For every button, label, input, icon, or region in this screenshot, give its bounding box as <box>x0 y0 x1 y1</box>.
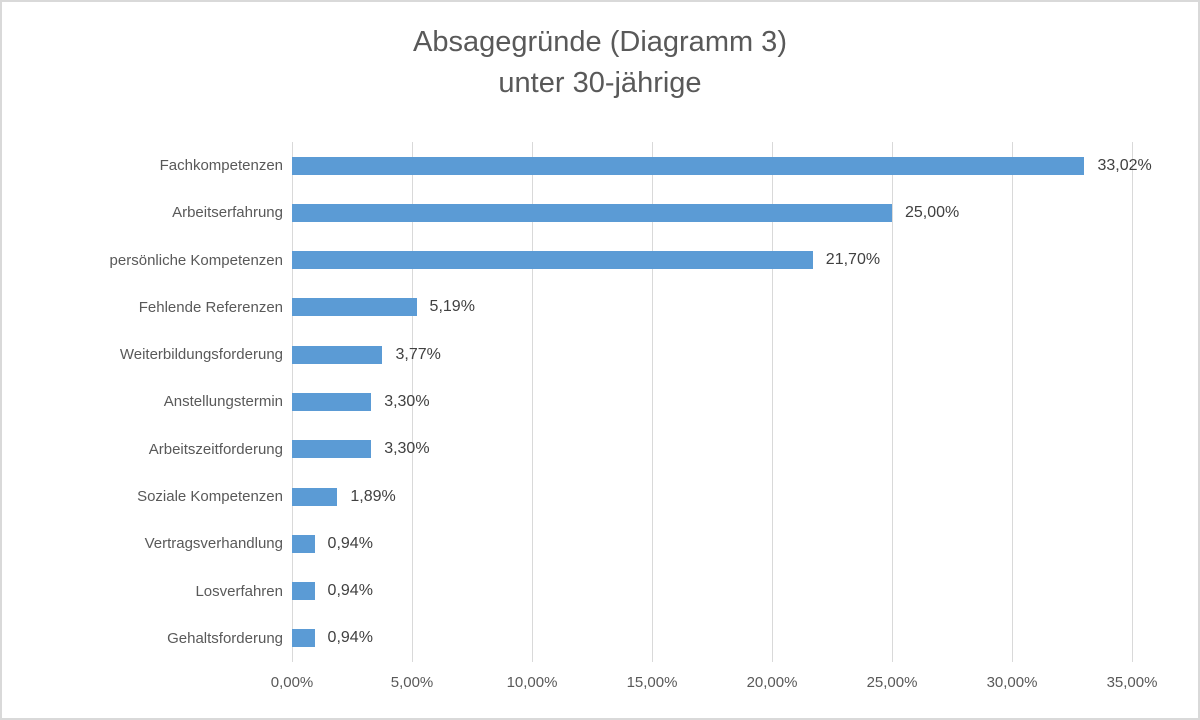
bar <box>292 534 315 553</box>
gridline <box>532 142 533 662</box>
category-label: Weiterbildungsforderung <box>119 346 283 364</box>
gridline <box>772 142 773 662</box>
bar-row: 0,94% <box>292 520 1167 567</box>
value-label: 1,89% <box>350 487 396 505</box>
gridline <box>652 142 653 662</box>
bar <box>292 345 383 364</box>
category-label: Arbeitserfahrung <box>172 204 283 222</box>
bar-row: 21,70% <box>292 237 1167 284</box>
x-tick-label: 20,00% <box>746 674 798 691</box>
bar-row: 33,02% <box>292 142 1167 189</box>
gridline <box>412 142 413 662</box>
category-label: Losverfahren <box>195 582 283 600</box>
value-label: 5,19% <box>429 298 475 316</box>
x-tick-label: 30,00% <box>986 674 1038 691</box>
value-label: 3,77% <box>395 345 441 363</box>
value-label: 0,94% <box>327 629 373 647</box>
bar-row: 3,77% <box>292 331 1167 378</box>
x-tick-label: 25,00% <box>866 674 918 691</box>
category-label: Gehaltsforderung <box>167 629 283 647</box>
gridline <box>892 142 893 662</box>
gridline <box>1132 142 1133 662</box>
bar <box>292 392 372 411</box>
value-label: 3,30% <box>384 440 430 458</box>
chart-body: Fachkompetenzen Arbeitserfahrung persönlic… <box>2 142 1167 662</box>
category-axis: Fachkompetenzen Arbeitserfahrung persönlic… <box>2 142 292 662</box>
bar <box>292 440 372 459</box>
x-tick-label: 5,00% <box>390 674 434 691</box>
category-label: persönliche Kompetenzen <box>109 251 283 269</box>
value-label: 25,00% <box>905 203 960 221</box>
bar-row: 3,30% <box>292 378 1167 425</box>
bar-row: 1,89% <box>292 473 1167 520</box>
category-label: Arbeitszeitforderung <box>148 440 283 458</box>
value-label: 0,94% <box>327 534 373 552</box>
category-label: Anstellungstermin <box>163 393 283 411</box>
value-label: 0,94% <box>327 582 373 600</box>
gridline <box>1012 142 1013 662</box>
bar <box>292 298 417 317</box>
bar-row: 3,30% <box>292 426 1167 473</box>
plot-area: 33,02% 25,00% 21,70% 5,19% 3,77% 3,30% 3,30% 1,… <box>292 142 1167 662</box>
x-tick-label: 10,00% <box>506 674 558 691</box>
category-label: Soziale Kompetenzen <box>137 487 283 505</box>
x-tick-label: 15,00% <box>626 674 678 691</box>
x-axis: 0,00% 5,00% 10,00% 15,00% 20,00% 25,00% 30,00%… <box>271 674 1167 704</box>
x-tick-label: 35,00% <box>1106 674 1158 691</box>
x-tick-label: 0,00% <box>270 674 314 691</box>
value-label: 33,02% <box>1097 156 1152 174</box>
bar-row: 5,19% <box>292 284 1167 331</box>
bar-row: 25,00% <box>292 189 1167 236</box>
bar-row: 0,94% <box>292 567 1167 614</box>
category-label: Vertragsverhandlung <box>144 535 283 553</box>
chart-title: Absagegründe (Diagramm 3) unter 30-jähri… <box>2 22 1198 104</box>
category-label: Fehlende Referenzen <box>138 298 283 316</box>
value-label: 21,70% <box>825 251 881 269</box>
value-label: 3,30% <box>384 392 430 410</box>
bar <box>292 629 315 648</box>
bar-row: 0,94% <box>292 615 1167 662</box>
bar <box>292 487 338 506</box>
category-label: Fachkompetenzen <box>159 157 283 175</box>
bar <box>292 582 315 601</box>
chart-title-line2: unter 30-jährige <box>498 67 702 100</box>
bar <box>292 203 892 222</box>
chart-title-line1: Absagegründe (Diagramm 3) <box>413 26 787 58</box>
bar <box>292 156 1085 175</box>
bar <box>292 251 813 270</box>
